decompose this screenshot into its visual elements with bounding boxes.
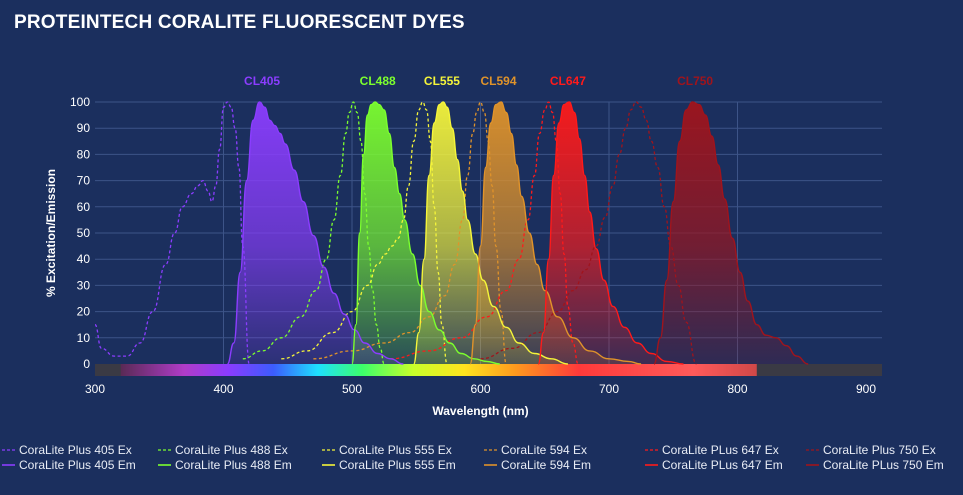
legend-label: CoraLite Plus 555 Ex	[339, 443, 452, 457]
legend-label: CoraLite Plus 555 Em	[339, 458, 456, 472]
legend-label: CoraLite Plus 405 Em	[19, 458, 136, 472]
legend-item: CoraLite 594 Em	[484, 458, 591, 472]
x-axis-label: Wavelength (nm)	[432, 404, 528, 418]
dye-label: CL405	[244, 74, 280, 88]
legend-swatch	[484, 449, 497, 451]
dye-label: CL594	[480, 74, 516, 88]
legend-label: CoraLite 594 Ex	[501, 443, 588, 457]
y-tick-label: 60	[77, 200, 91, 214]
x-tick-label: 800	[727, 382, 747, 396]
excitation-line	[242, 101, 385, 365]
legend-swatch	[2, 464, 15, 466]
emission-area	[654, 102, 809, 364]
emission-line	[351, 101, 500, 365]
legend-swatch	[484, 464, 497, 466]
emission-line	[226, 101, 404, 365]
legend-swatch	[645, 464, 658, 466]
legend-swatch	[806, 464, 819, 466]
y-tick-label: 20	[77, 305, 91, 319]
x-tick-label: 300	[85, 382, 105, 396]
x-tick-label: 700	[599, 382, 619, 396]
legend-label: CoraLite PLus 647 Ex	[662, 443, 779, 457]
x-tick-label: 400	[213, 382, 233, 396]
y-tick-label: 80	[77, 147, 91, 161]
legend-label: CoraLite 594 Em	[501, 458, 592, 472]
y-tick-label: 50	[77, 226, 91, 240]
y-tick-label: 70	[77, 174, 91, 188]
legend-item: CoraLite Plus 750 Ex	[806, 443, 936, 457]
emission-line	[469, 101, 642, 365]
emission-area	[538, 102, 684, 364]
y-axis-label: % Excitation/Emission	[44, 169, 58, 297]
y-tick-label: 10	[77, 331, 91, 345]
emission-area	[413, 102, 568, 364]
legend-swatch	[2, 449, 15, 451]
y-tick-label: 90	[77, 121, 91, 135]
legend-item: CoraLite 594 Ex	[484, 443, 587, 457]
legend-label: CoraLite PLus 647 Em	[662, 458, 783, 472]
legend-swatch	[158, 449, 171, 451]
dye-label: CL647	[550, 74, 586, 88]
y-tick-label: 100	[70, 95, 90, 109]
legend-label: CoraLite Plus 405 Ex	[19, 443, 132, 457]
legend-item: CoraLite PLus 750 Em	[806, 458, 944, 472]
legend-item: CoraLite Plus 555 Ex	[322, 443, 452, 457]
emission-line	[413, 101, 568, 365]
excitation-line	[313, 101, 507, 365]
emission-area	[352, 102, 500, 364]
dye-label: CL555	[424, 74, 460, 88]
legend-swatch	[322, 449, 335, 451]
legend-swatch	[158, 464, 171, 466]
emission-line	[537, 101, 684, 365]
legend-item: CoraLite Plus 488 Ex	[158, 443, 288, 457]
legend-item: CoraLite PLus 647 Ex	[645, 443, 779, 457]
legend-label: CoraLite Plus 488 Em	[175, 458, 292, 472]
emission-area	[227, 102, 404, 364]
emission-line	[653, 101, 809, 365]
excitation-line	[390, 101, 579, 365]
excitation-line	[94, 101, 250, 365]
legend-label: CoraLite Plus 750 Ex	[823, 443, 936, 457]
legend-item: CoraLite Plus 555 Em	[322, 458, 456, 472]
legend-label: CoraLite Plus 488 Ex	[175, 443, 288, 457]
y-tick-label: 40	[77, 252, 91, 266]
x-tick-label: 900	[856, 382, 876, 396]
legend-item: CoraLite Plus 405 Ex	[2, 443, 132, 457]
x-tick-label: 600	[470, 382, 490, 396]
y-tick-label: 30	[77, 278, 91, 292]
dye-label: CL750	[677, 74, 713, 88]
y-tick-label: 0	[83, 357, 90, 371]
visible-spectrum-bar	[120, 364, 757, 376]
emission-area	[470, 102, 642, 364]
x-tick-label: 500	[342, 382, 362, 396]
legend-swatch	[806, 449, 819, 451]
excitation-line	[480, 101, 698, 365]
legend-swatch	[322, 464, 335, 466]
legend-swatch	[645, 449, 658, 451]
dye-label: CL488	[360, 74, 396, 88]
legend-item: CoraLite Plus 488 Em	[158, 458, 292, 472]
legend-label: CoraLite PLus 750 Em	[823, 458, 944, 472]
chart-title: PROTEINTECH CORALITE FLUORESCENT DYES	[14, 12, 465, 33]
legend-item: CoraLite Plus 405 Em	[2, 458, 136, 472]
legend-item: CoraLite PLus 647 Em	[645, 458, 783, 472]
